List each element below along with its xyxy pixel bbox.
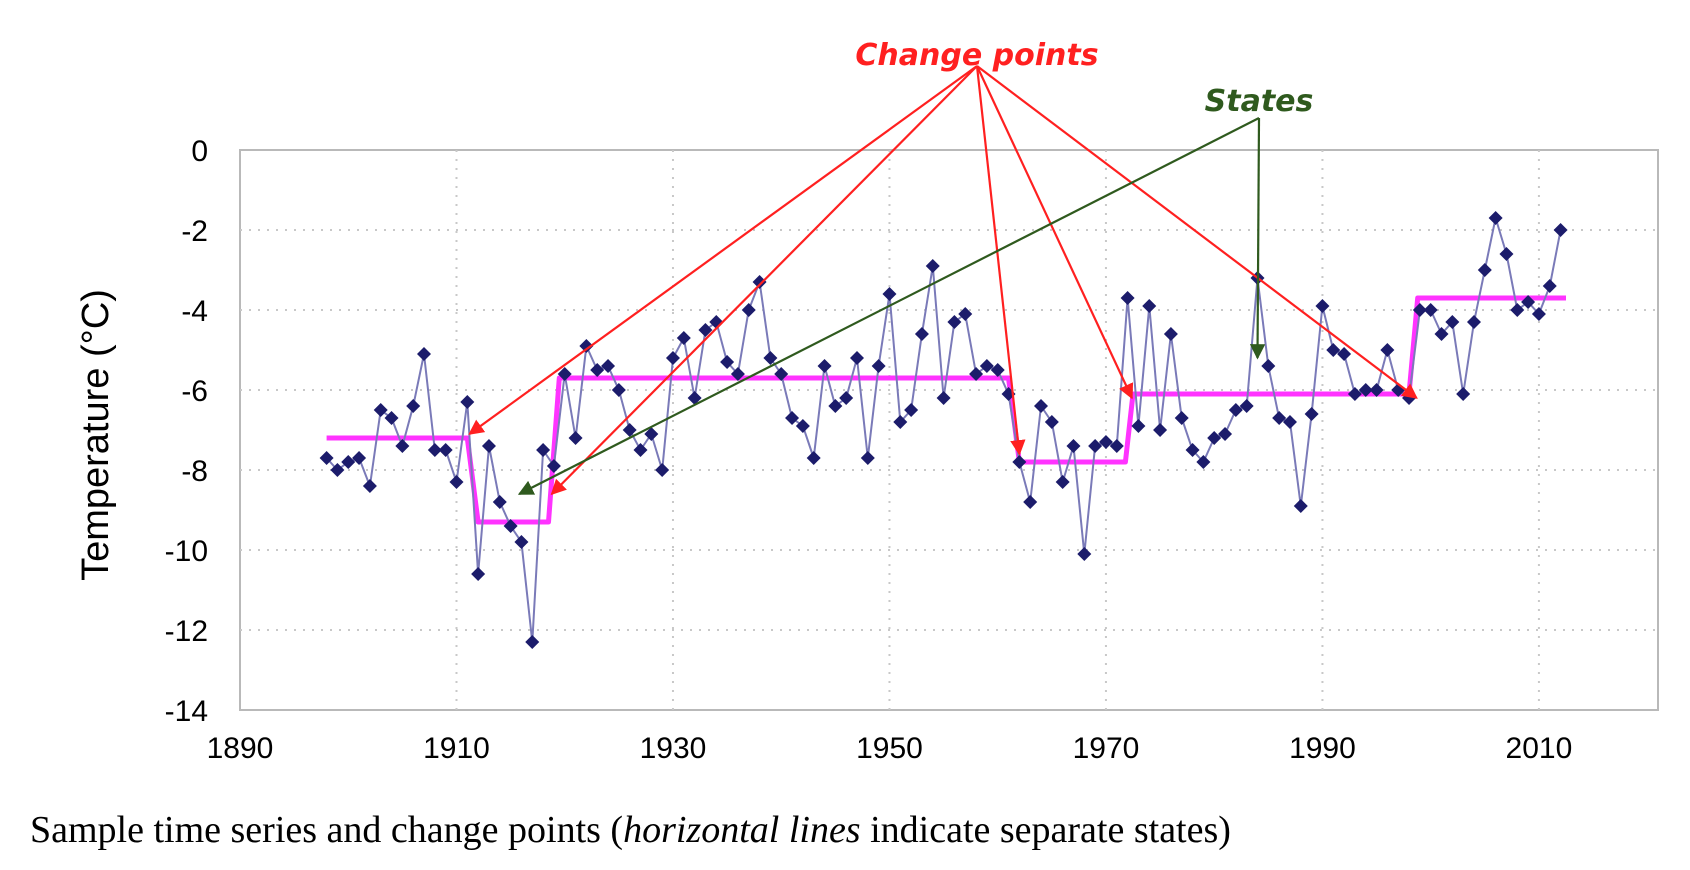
states-label: States: [1205, 84, 1314, 119]
x-tick-label: 1910: [423, 732, 490, 765]
caption-italic: horizontal lines: [623, 809, 861, 851]
plot-area: [240, 150, 1658, 710]
change-points-label: Change points: [855, 38, 1098, 73]
y-tick-label: 0: [191, 135, 208, 168]
x-tick-label: 1930: [640, 732, 707, 765]
y-tick-label: -6: [181, 375, 208, 408]
x-tick-label: 1990: [1289, 732, 1356, 765]
x-tick-label: 2010: [1506, 732, 1573, 765]
y-tick-label: -2: [181, 215, 208, 248]
x-tick-label: 1970: [1073, 732, 1140, 765]
y-tick-label: -12: [165, 615, 208, 648]
state-arrow: [1257, 118, 1259, 358]
y-tick-label: -10: [165, 535, 208, 568]
x-tick-label: 1950: [856, 732, 923, 765]
caption-text-end: indicate separate states): [861, 809, 1231, 851]
figure-caption: Sample time series and change points (ho…: [30, 808, 1670, 852]
x-tick-label: 1890: [207, 732, 274, 765]
caption-text-start: Sample time series and change points (: [30, 809, 623, 851]
y-tick-label: -8: [181, 455, 208, 488]
y-tick-label: -4: [181, 295, 208, 328]
y-axis-label: Temperature (°C): [75, 289, 117, 581]
y-tick-label: -14: [165, 695, 208, 728]
